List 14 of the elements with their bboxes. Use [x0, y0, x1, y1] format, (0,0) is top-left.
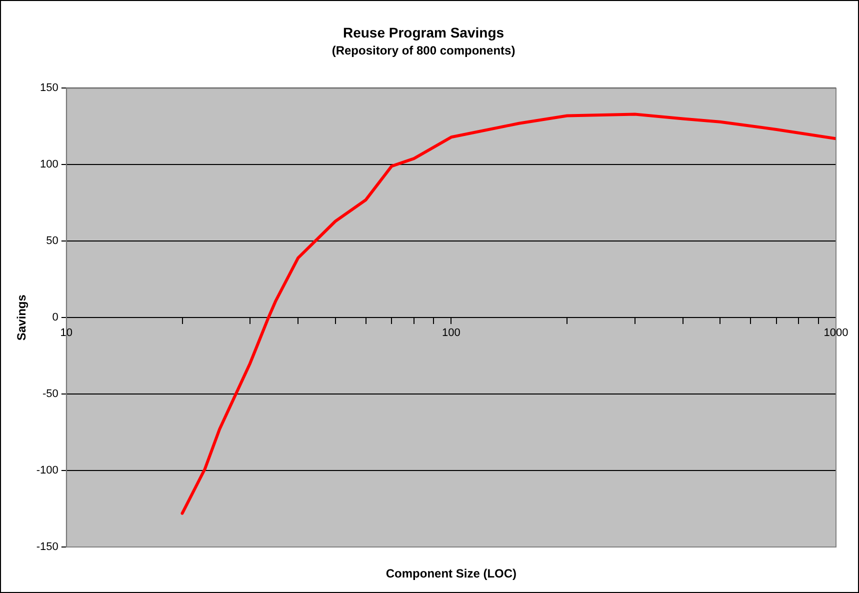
- chart-subtitle: (Repository of 800 components): [332, 43, 516, 58]
- y-tick-label: 50: [46, 235, 58, 248]
- x-tick-label: 100: [442, 327, 460, 340]
- x-axis-title: Component Size (LOC): [386, 566, 517, 580]
- y-tick-label: -50: [42, 388, 58, 400]
- y-tick-label: -150: [36, 541, 58, 554]
- y-axis-title: Savings: [14, 294, 29, 341]
- x-tick-label: 10: [60, 327, 73, 340]
- y-tick-label: -100: [36, 464, 58, 477]
- y-tick-label: 0: [52, 312, 58, 324]
- chart-title: Reuse Program Savings: [342, 24, 504, 40]
- y-tick-label: 150: [40, 82, 58, 94]
- x-tick-label: 1000: [824, 327, 848, 340]
- y-tick-label: 100: [40, 158, 58, 171]
